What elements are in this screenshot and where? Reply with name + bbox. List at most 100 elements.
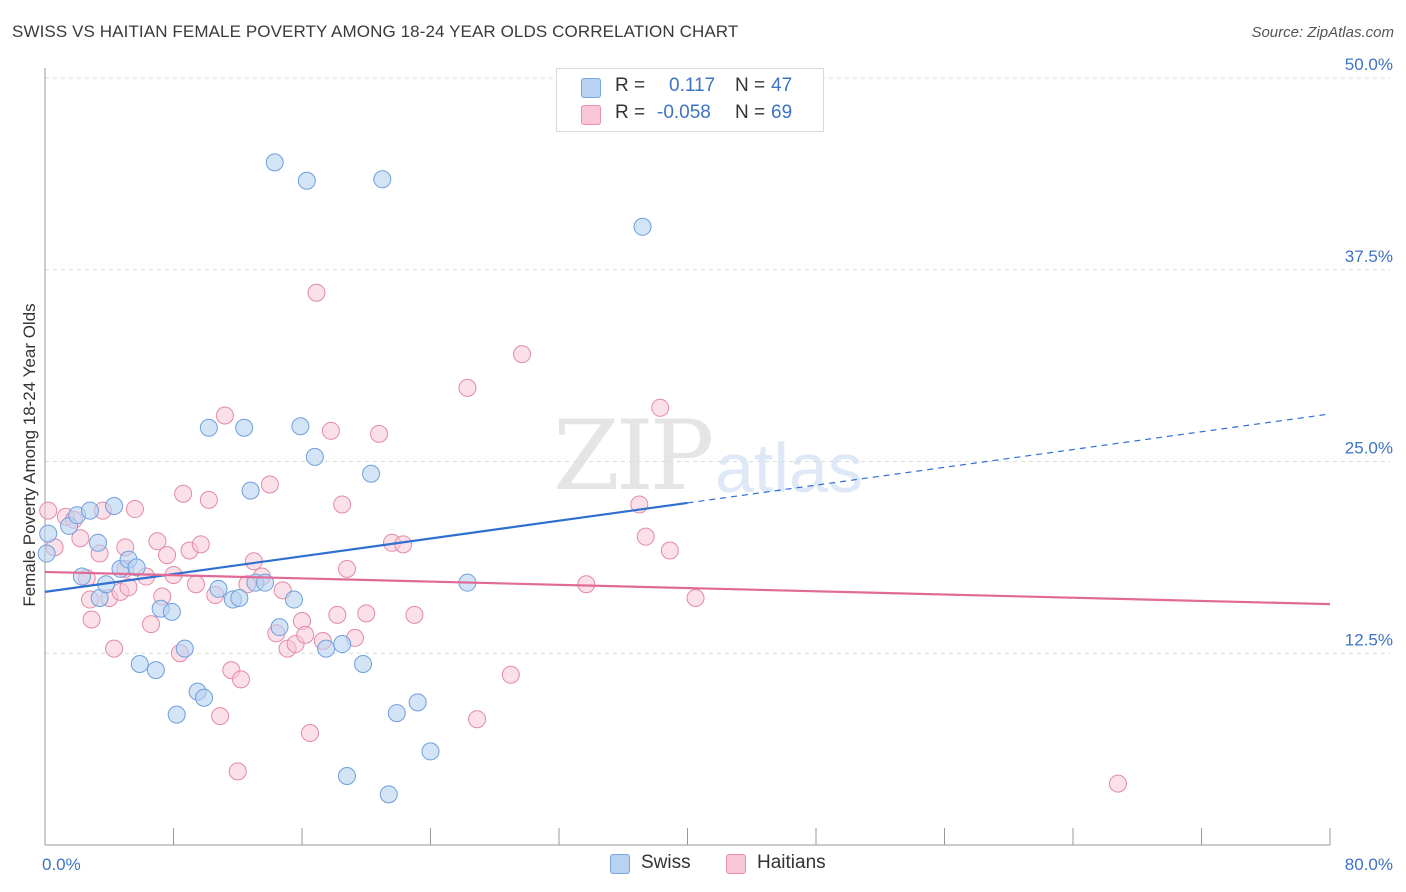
y-tick-label: 37.5%	[1345, 247, 1393, 266]
swiss-point	[408, 693, 427, 712]
swiss-point	[284, 590, 303, 609]
swiss-point	[89, 533, 108, 552]
haitians-point	[636, 527, 655, 546]
haitians-point	[651, 398, 670, 417]
swiss-point	[317, 639, 336, 658]
swiss-point	[241, 481, 260, 500]
swiss-point	[373, 170, 392, 189]
swiss-point	[387, 704, 406, 723]
swiss-point	[305, 447, 324, 466]
swiss-point	[72, 567, 91, 586]
n-label: N =	[735, 102, 766, 123]
y-axis-title: Female Poverty Among 18-24 Year Olds	[20, 303, 39, 606]
haitians-point	[468, 710, 487, 729]
haitians-r-value: -0.058	[657, 102, 711, 123]
swiss-point	[379, 785, 398, 804]
haitians-point	[211, 707, 230, 726]
swiss-point	[209, 579, 228, 598]
swiss-point	[130, 654, 149, 673]
swiss-point	[265, 153, 284, 172]
haitians-point	[337, 559, 356, 578]
swiss-swatch	[581, 78, 601, 98]
haitians-point	[148, 532, 167, 551]
haitians-point	[333, 495, 352, 514]
tick-labels: 12.5% 25.0% 37.5% 50.0% 0.0% 80.0%	[42, 55, 1393, 874]
haitians-point	[231, 670, 250, 689]
swiss-legend-swatch	[610, 854, 630, 874]
haitians-point	[191, 535, 210, 554]
y-tick-label: 50.0%	[1345, 55, 1393, 74]
watermark-atlas: atlas	[715, 429, 863, 507]
swiss-point	[333, 635, 352, 654]
swiss-point	[337, 766, 356, 785]
haitians-point	[458, 378, 477, 397]
swiss-point	[270, 618, 289, 637]
haitians-point	[394, 535, 413, 554]
haitians-point	[142, 615, 161, 634]
swiss-point	[230, 589, 249, 608]
haitians-point	[686, 589, 705, 608]
swiss-point	[39, 524, 58, 543]
swiss-point	[80, 501, 99, 520]
swiss-point	[291, 417, 310, 436]
swiss-trend-extension	[687, 413, 1331, 504]
swiss-n-value: 47	[771, 75, 793, 96]
correlation-legend: R = 0.117 N = 47 R = -0.058 N = 69	[556, 68, 824, 132]
haitians-n-value: 69	[771, 102, 793, 123]
haitians-point	[301, 724, 320, 743]
swiss-point	[421, 742, 440, 761]
y-tick-label: 12.5%	[1345, 630, 1393, 649]
swiss-point	[633, 217, 652, 236]
haitians-point	[405, 605, 424, 624]
haitians-point	[577, 575, 596, 594]
swiss-point	[146, 661, 165, 680]
haitians-point	[158, 546, 177, 565]
r-label: R =	[615, 102, 646, 123]
grid-lines	[45, 77, 1390, 654]
haitians-point	[307, 283, 326, 302]
swiss-point	[175, 639, 194, 658]
n-label: N =	[735, 75, 766, 96]
swiss-point	[162, 602, 181, 621]
x-tick-label-max: 80.0%	[1345, 855, 1393, 874]
swiss-point	[195, 688, 214, 707]
swiss-point	[105, 496, 124, 515]
swiss-point	[167, 705, 186, 724]
haitians-point	[321, 421, 340, 440]
haitians-point	[82, 610, 101, 629]
haitians-point	[125, 500, 144, 519]
haitians-legend-swatch	[726, 854, 746, 874]
haitians-point	[39, 501, 58, 520]
data-points	[37, 153, 1127, 804]
swiss-point	[37, 544, 56, 563]
haitians-point	[105, 639, 124, 658]
swiss-point	[362, 464, 381, 483]
haitians-point	[199, 490, 218, 509]
swiss-point	[127, 558, 146, 577]
haitians-point	[501, 665, 520, 684]
haitians-point	[186, 575, 205, 594]
haitians-point	[296, 625, 315, 644]
haitians-point	[174, 484, 193, 503]
haitians-swatch	[581, 105, 601, 125]
haitians-legend-label: Haitians	[757, 852, 826, 873]
source-label: Source: ZipAtlas.com	[1251, 24, 1394, 41]
haitians-point	[370, 424, 389, 443]
haitians-point	[513, 345, 532, 364]
swiss-legend-label: Swiss	[641, 852, 691, 873]
swiss-point	[297, 171, 316, 190]
watermark-zip: ZIP	[553, 400, 714, 512]
haitians-point	[215, 406, 234, 425]
haitians-point	[328, 605, 347, 624]
haitians-point	[1108, 774, 1127, 793]
chart-title: SWISS VS HAITIAN FEMALE POVERTY AMONG 18…	[12, 22, 739, 41]
haitians-trend-line	[44, 570, 1331, 606]
swiss-r-value: 0.117	[669, 75, 716, 96]
haitians-point	[260, 475, 279, 494]
haitians-point	[660, 541, 679, 560]
y-tick-label: 25.0%	[1345, 439, 1393, 458]
x-tick-label-min: 0.0%	[42, 855, 81, 874]
trend-lines	[44, 413, 1331, 606]
swiss-point	[354, 654, 373, 673]
